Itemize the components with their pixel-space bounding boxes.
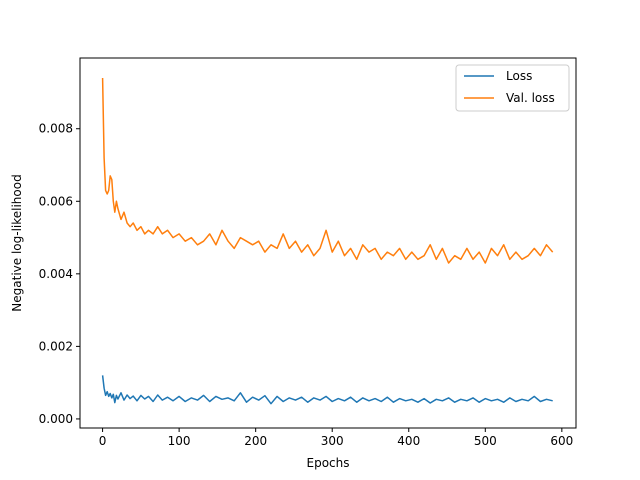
legend: Loss Val. loss (455, 64, 570, 112)
y-tick-label: 0.002 (39, 339, 73, 353)
x-tick-label: 100 (168, 434, 191, 448)
x-axis-label: Epochs (307, 456, 350, 470)
legend-label-val-loss: Val. loss (506, 91, 555, 105)
plot-frame (79, 57, 577, 429)
y-tick-label: 0.008 (39, 122, 73, 136)
series-line-val-loss (101, 77, 554, 264)
series-line-loss (101, 375, 553, 405)
y-tick-label: 0.000 (39, 412, 73, 426)
y-tick-label: 0.004 (39, 267, 73, 281)
x-tick-label: 500 (474, 434, 497, 448)
x-tick-label: 0 (99, 434, 107, 448)
series-layer (101, 77, 554, 405)
legend-label-loss: Loss (506, 69, 532, 83)
y-tick-label: 0.006 (39, 194, 73, 208)
x-tick-label: 300 (321, 434, 344, 448)
x-tick-label: 400 (397, 434, 420, 448)
x-tick-label: 200 (244, 434, 267, 448)
x-tick-label: 600 (550, 434, 573, 448)
x-axis-ticks: 0 100 200 300 400 500 600 (99, 428, 573, 448)
y-axis-ticks: 0.000 0.002 0.004 0.006 0.008 (39, 122, 80, 426)
y-axis-label: Negative log-likelihood (10, 174, 24, 311)
